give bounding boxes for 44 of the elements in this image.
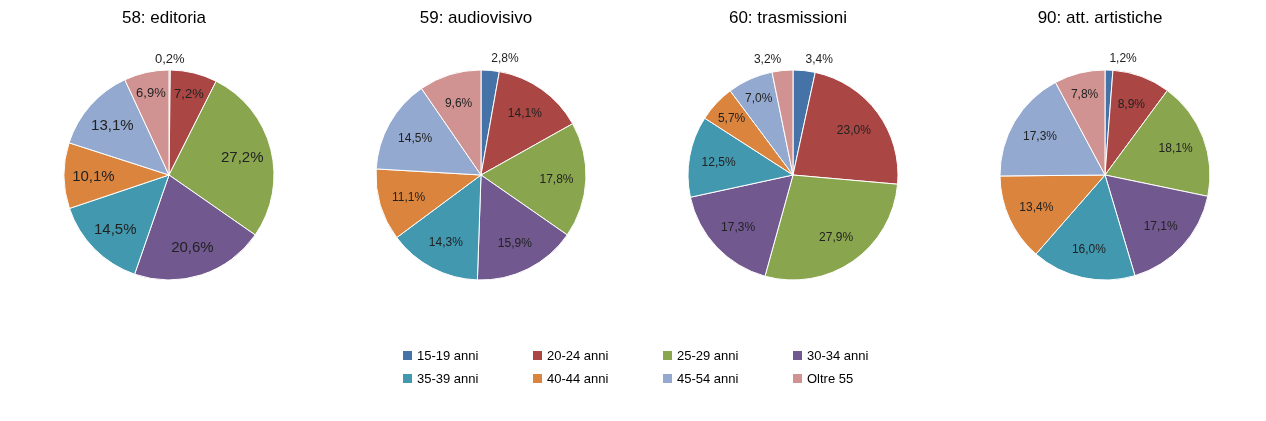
data-label: 14,5% [398, 130, 433, 145]
data-label: 5,7% [717, 110, 746, 125]
data-label: 17,8% [539, 171, 574, 186]
data-label: 2,8% [491, 51, 519, 66]
chart-title: 90: att. artistiche [1036, 8, 1164, 29]
data-label: 14,3% [428, 234, 464, 249]
data-label: 23,0% [836, 123, 872, 138]
legend-label: 35-39 anni [417, 371, 479, 386]
data-label: 27,2% [221, 147, 264, 165]
chart-title: 59: audiovisivo [418, 8, 534, 29]
data-label: 12,5% [701, 154, 736, 169]
legend-label: 30-34 anni [807, 348, 869, 363]
data-label: 7,0% [744, 91, 773, 106]
data-label: 7,8% [1070, 86, 1099, 101]
chart-title: 60: trasmissioni [727, 8, 849, 29]
data-label: 3,2% [753, 51, 782, 66]
data-label: 7,2% [174, 85, 205, 101]
data-label: 8,9% [1117, 97, 1146, 112]
data-label: 10,1% [72, 166, 115, 184]
data-label: 9,6% [444, 95, 473, 110]
data-label: 0,2% [154, 50, 185, 66]
data-label: 6,9% [136, 85, 167, 101]
legend-label: 15-19 anni [417, 348, 479, 363]
data-label: 11,1% [391, 189, 426, 204]
data-label: 17,3% [721, 219, 756, 234]
data-label: 14,1% [507, 106, 543, 121]
data-label: 3,4% [805, 51, 834, 66]
data-label: 16,0% [1071, 241, 1107, 256]
data-label: 14,5% [94, 219, 137, 237]
legend-label: Oltre 55 [807, 371, 854, 386]
data-label: 20,6% [171, 238, 214, 256]
legend-label: 45-54 anni [677, 371, 739, 386]
data-label: 18,1% [1158, 141, 1193, 155]
data-label: 15,9% [497, 235, 533, 250]
chart-title: 58: editoria [120, 8, 208, 29]
data-label: 17,3% [1022, 129, 1058, 144]
data-label: 13,4% [1019, 199, 1054, 214]
data-label: 13,1% [91, 116, 134, 134]
legend-label: 20-24 anni [547, 348, 609, 363]
legend-label: 40-44 anni [547, 371, 609, 386]
legend-label: 25-29 anni [677, 348, 739, 363]
data-label: 17,1% [1143, 219, 1179, 234]
data-label: 1,2% [1109, 51, 1138, 66]
data-label: 27,9% [819, 230, 854, 245]
